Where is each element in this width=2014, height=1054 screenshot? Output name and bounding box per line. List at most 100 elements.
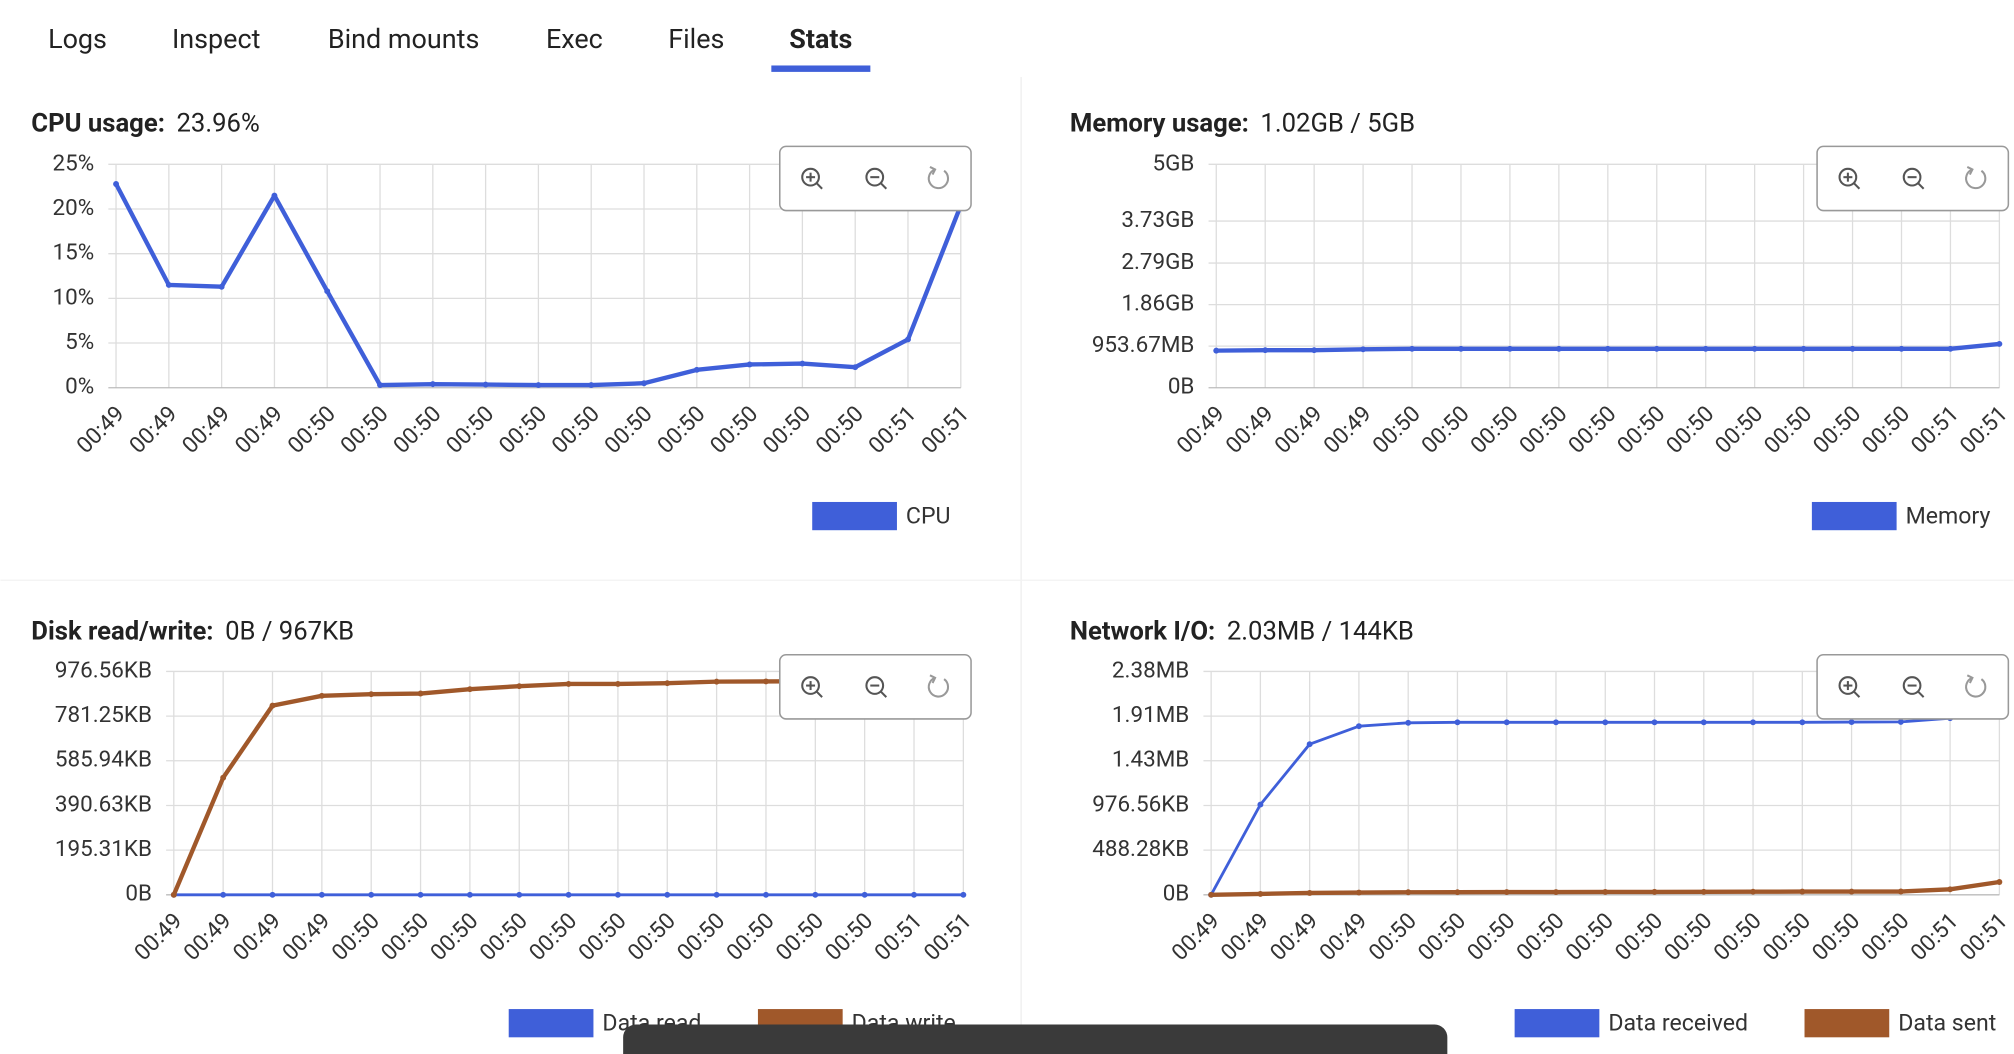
data-point (1800, 345, 1807, 352)
icon-reset (927, 168, 949, 190)
reset-button[interactable] (927, 674, 949, 698)
data-point (1306, 741, 1313, 748)
tab[interactable]: Logs (48, 23, 107, 55)
data-point (1750, 719, 1757, 726)
x-tick-label: 00:50 (758, 401, 816, 459)
x-tick-label: 00:49 (228, 908, 286, 966)
x-tick-label: 00:50 (336, 401, 394, 459)
icon-handle (879, 182, 888, 190)
data-point (614, 891, 621, 898)
x-tick-label: 00:50 (1710, 401, 1768, 459)
icon-reset (1965, 676, 1987, 698)
x-tick-label: 00:50 (1758, 908, 1816, 966)
chart-title: Disk read/write: (31, 617, 213, 647)
tab[interactable]: Stats (789, 23, 852, 55)
zoom-out-button[interactable] (1902, 167, 1925, 190)
x-tick-label: 00:49 (1270, 401, 1328, 459)
toolbox (778, 145, 972, 212)
zoom-out-button[interactable] (1902, 676, 1925, 698)
icon-handle (815, 690, 823, 698)
data-point (861, 891, 868, 898)
data-point (664, 891, 671, 898)
x-tick-label: 00:50 (623, 908, 681, 966)
zoom-in-button[interactable] (1838, 167, 1861, 190)
tab[interactable]: Files (668, 23, 724, 55)
legend-swatch[interactable] (1811, 501, 1897, 531)
x-tick-label: 00:50 (1612, 401, 1670, 459)
data-point (1751, 345, 1758, 352)
zoom-out-button[interactable] (865, 167, 888, 190)
x-tick-label: 00:50 (705, 401, 763, 459)
icon-reset-arrow (1966, 674, 1974, 684)
data-point (1262, 347, 1269, 354)
reset-button[interactable] (1965, 165, 1987, 190)
data-point (1555, 345, 1562, 352)
data-point (220, 774, 227, 781)
active-tab-underline (771, 65, 871, 72)
icon-lens (865, 167, 885, 187)
x-tick-label: 00:51 (1955, 401, 2013, 459)
reset-button[interactable] (1965, 674, 1987, 698)
legend-label[interactable]: Data received (1608, 1010, 1748, 1037)
data-point (113, 181, 119, 187)
x-tick-label: 00:50 (327, 908, 385, 966)
data-point (1213, 347, 1220, 354)
data-point (664, 680, 671, 687)
legend-label[interactable]: Data sent (1898, 1010, 1996, 1037)
x-tick-label: 00:51 (919, 908, 977, 966)
x-tick-label: 00:49 (72, 401, 130, 459)
icon-handle (879, 690, 888, 698)
data-point (318, 891, 325, 898)
data-point (269, 702, 276, 709)
icon-lens (865, 676, 885, 695)
data-point (565, 891, 572, 898)
legend-label[interactable]: Memory (1906, 502, 1991, 529)
zoom-in-button[interactable] (801, 167, 823, 190)
legend-swatch[interactable] (1804, 1009, 1890, 1038)
data-point (1996, 879, 2003, 885)
x-tick-label: 00:51 (916, 401, 974, 459)
icon-handle (1853, 690, 1861, 698)
legend-label[interactable]: CPU (906, 502, 951, 529)
zoom-out-button[interactable] (865, 676, 888, 698)
y-tick-label: 0% (65, 374, 94, 400)
y-tick-label: 25% (53, 150, 95, 176)
x-tick-label: 00:50 (820, 908, 878, 966)
data-point (1405, 889, 1412, 896)
y-tick-label: 195.31KB (55, 836, 152, 862)
data-point (1849, 345, 1856, 352)
data-point (1848, 719, 1855, 726)
data-point (693, 366, 700, 373)
zoom-in-button[interactable] (801, 676, 823, 698)
data-point (565, 680, 572, 687)
data-point (905, 336, 911, 343)
x-tick-label: 00:49 (1265, 908, 1323, 966)
y-tick-label: 0B (125, 881, 152, 907)
data-point (218, 283, 225, 290)
data-point (641, 380, 647, 387)
data-point (1257, 890, 1264, 897)
y-tick-label: 5% (65, 329, 94, 355)
data-point (746, 361, 753, 368)
y-tick-label: 976.56KB (1092, 791, 1189, 817)
x-tick-label: 00:50 (376, 908, 434, 966)
data-point (429, 381, 436, 388)
legend-swatch[interactable] (508, 1009, 594, 1038)
tab[interactable]: Bind mounts (328, 23, 480, 55)
reset-button[interactable] (927, 165, 949, 190)
tab[interactable]: Inspect (172, 23, 260, 55)
data-point (799, 360, 806, 367)
x-tick-label: 00:49 (1172, 401, 1230, 459)
legend-swatch[interactable] (1514, 1009, 1600, 1038)
x-tick-label: 00:49 (124, 401, 182, 459)
data-point (318, 692, 325, 699)
icon-handle (815, 182, 823, 190)
tab[interactable]: Exec (546, 23, 603, 55)
x-tick-label: 00:49 (129, 908, 187, 966)
data-point (1897, 718, 1904, 725)
data-point (324, 288, 331, 295)
data-point (1454, 889, 1461, 896)
zoom-in-button[interactable] (1838, 676, 1861, 698)
data-point (466, 686, 473, 693)
legend-swatch[interactable] (812, 501, 897, 531)
